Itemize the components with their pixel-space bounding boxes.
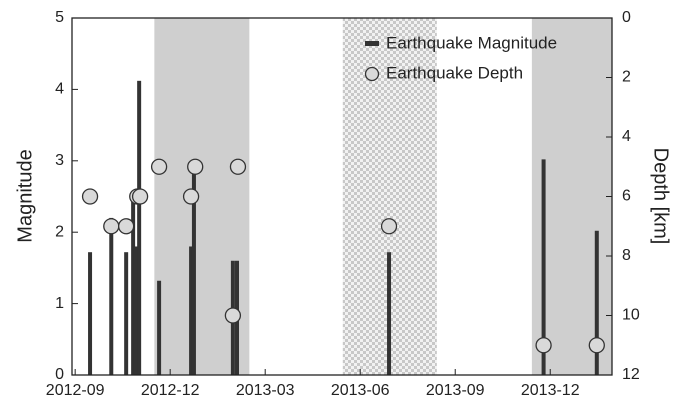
bar [88,252,93,375]
bar [541,159,546,375]
y2-tick-label: 0 [622,9,631,26]
bar [594,230,599,375]
bar [189,246,194,375]
depth-point [118,218,135,235]
y-axis-label: Magnitude [14,149,36,242]
y2-tick-label: 8 [622,247,631,264]
y2-tick-label: 2 [622,69,631,86]
depth-point [187,158,204,175]
bar [157,280,162,375]
x-tick-label: 2013-09 [426,382,485,399]
x-tick-label: 2012-09 [46,382,105,399]
depth-point [182,188,200,205]
depth-point [103,218,120,235]
depth-point [380,218,398,235]
depth-point [588,337,605,354]
y2-tick-label: 4 [622,128,631,145]
y2-axis-label: Depth [km] [650,148,672,245]
bar [124,252,129,375]
depth-point [224,307,242,324]
plot-frame [71,17,613,376]
y-tick-label: 2 [55,223,64,240]
bar [109,217,114,375]
depth-point [81,188,99,205]
y2-tick-label: 12 [622,366,640,383]
x-tick-label: 2013-12 [521,382,580,399]
depth-point [150,158,168,175]
x-tick-label: 2013-06 [331,382,390,399]
y-tick-label: 5 [55,9,64,26]
y-tick-label: 1 [55,295,64,312]
depth-point [535,337,552,354]
x-tick-label: 2013-03 [236,382,295,399]
legend-label: Earthquake Magnitude [386,33,557,52]
depth-point [131,188,149,205]
y-tick-label: 0 [55,366,64,383]
bar [131,196,136,375]
bar [191,171,196,375]
y-tick-label: 4 [55,81,64,98]
y-tick-label: 3 [55,152,64,169]
legend-label: Earthquake Depth [386,63,523,82]
legend-swatch [364,66,380,82]
y2-tick-label: 10 [622,307,640,324]
x-tick-label: 2012-12 [141,382,200,399]
bar [387,252,392,375]
y2-tick-label: 6 [622,188,631,205]
bar [137,80,142,375]
legend-swatch [365,41,379,46]
depth-point [229,158,247,175]
bar [133,246,138,375]
